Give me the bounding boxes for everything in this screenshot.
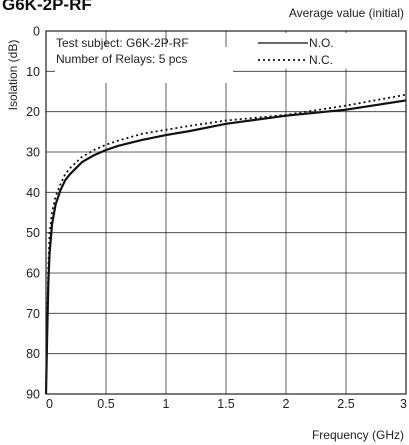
plot-frame xyxy=(45,30,407,395)
x-tick-label: 1 xyxy=(163,397,170,411)
x-tick-label: 2.5 xyxy=(337,397,354,411)
relay-count-note: Number of Relays: 5 pcs xyxy=(56,52,187,66)
y-tick-label: 70 xyxy=(26,307,40,321)
chart-title: G6K-2P-RF xyxy=(2,0,92,14)
y-tick-label: 50 xyxy=(26,226,40,240)
y-tick-labels: 0 10 20 30 40 50 60 70 80 90 xyxy=(26,25,40,402)
x-axis-label: Frequency (GHz) xyxy=(312,428,404,442)
y-tick-label: 90 xyxy=(26,388,40,402)
chart-subtitle: Average value (initial) xyxy=(289,6,404,20)
grid-lines xyxy=(46,31,406,394)
y-tick-label: 60 xyxy=(26,267,40,281)
y-tick-label: 20 xyxy=(26,105,40,119)
y-axis-label: Isolation (dB) xyxy=(6,40,20,111)
y-tick-label: 80 xyxy=(26,347,40,361)
x-tick-labels: 0 0.5 1 1.5 2 2.5 3 xyxy=(46,397,407,411)
x-tick-label: 0 xyxy=(46,397,53,411)
y-tick-label: 0 xyxy=(33,25,40,39)
x-tick-label: 0.5 xyxy=(97,397,114,411)
legend-label-no: N.O. xyxy=(309,36,334,50)
y-tick-label: 10 xyxy=(26,65,40,79)
y-tick-label: 40 xyxy=(26,186,40,200)
x-tick-label: 3 xyxy=(400,397,407,411)
x-tick-label: 2 xyxy=(283,397,290,411)
legend-box xyxy=(247,33,347,69)
legend-label-nc: N.C. xyxy=(309,53,333,67)
annotation-box xyxy=(55,47,233,83)
series-line-no xyxy=(44,99,407,395)
x-tick-label: 1.5 xyxy=(217,397,234,411)
test-subject-note: Test subject: G6K-2P-RF xyxy=(56,36,189,50)
series-line-nc xyxy=(45,93,407,395)
series-lines xyxy=(44,93,407,395)
y-tick-label: 30 xyxy=(26,146,40,160)
